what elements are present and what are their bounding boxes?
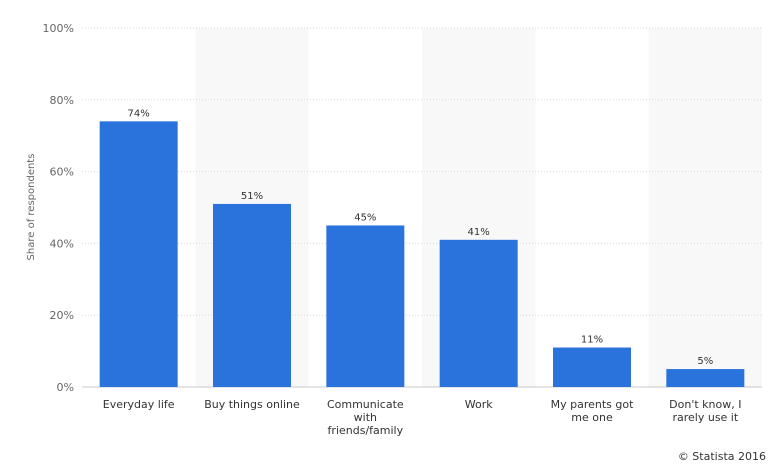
y-tick-label: 20% [50, 309, 74, 322]
data-labels: 74% 51% 45% 41% 11% 5% [128, 108, 714, 367]
bar-1 [213, 203, 291, 387]
y-axis-ticks: 0% 20% 40% 60% 80% 100% [43, 22, 74, 394]
y-tick-label: 0% [57, 381, 74, 394]
data-label: 45% [354, 212, 376, 223]
y-tick-label: 80% [50, 94, 74, 107]
bar-2 [326, 225, 405, 387]
y-tick-label: 100% [43, 22, 74, 35]
bars [99, 121, 745, 387]
y-axis-label: Share of respondents [26, 154, 37, 261]
x-tick-label: Everyday life [103, 398, 175, 411]
bar-5 [666, 369, 745, 387]
data-label: 41% [468, 227, 490, 238]
source-credit: © Statista 2016 [677, 450, 766, 463]
y-tick-label: 60% [50, 166, 74, 179]
x-tick-label: Work [465, 398, 493, 411]
band-5 [648, 28, 762, 387]
data-label: 74% [128, 108, 150, 119]
gridlines [82, 27, 762, 388]
x-axis-labels: Everyday life Buy things online Communicat… [103, 398, 742, 437]
alternating-bands [195, 28, 762, 387]
data-label: 11% [581, 335, 603, 346]
data-label: 5% [697, 356, 713, 367]
x-tick-label: Buy things online [204, 398, 300, 411]
bar-3 [439, 239, 518, 387]
x-tick-label: My parents got me one [551, 398, 634, 424]
bar-0 [99, 121, 178, 387]
x-tick-label: Communicate with friends/family [327, 398, 404, 437]
y-tick-label: 40% [50, 237, 74, 250]
bar-4 [553, 347, 631, 387]
data-label: 51% [241, 191, 263, 202]
